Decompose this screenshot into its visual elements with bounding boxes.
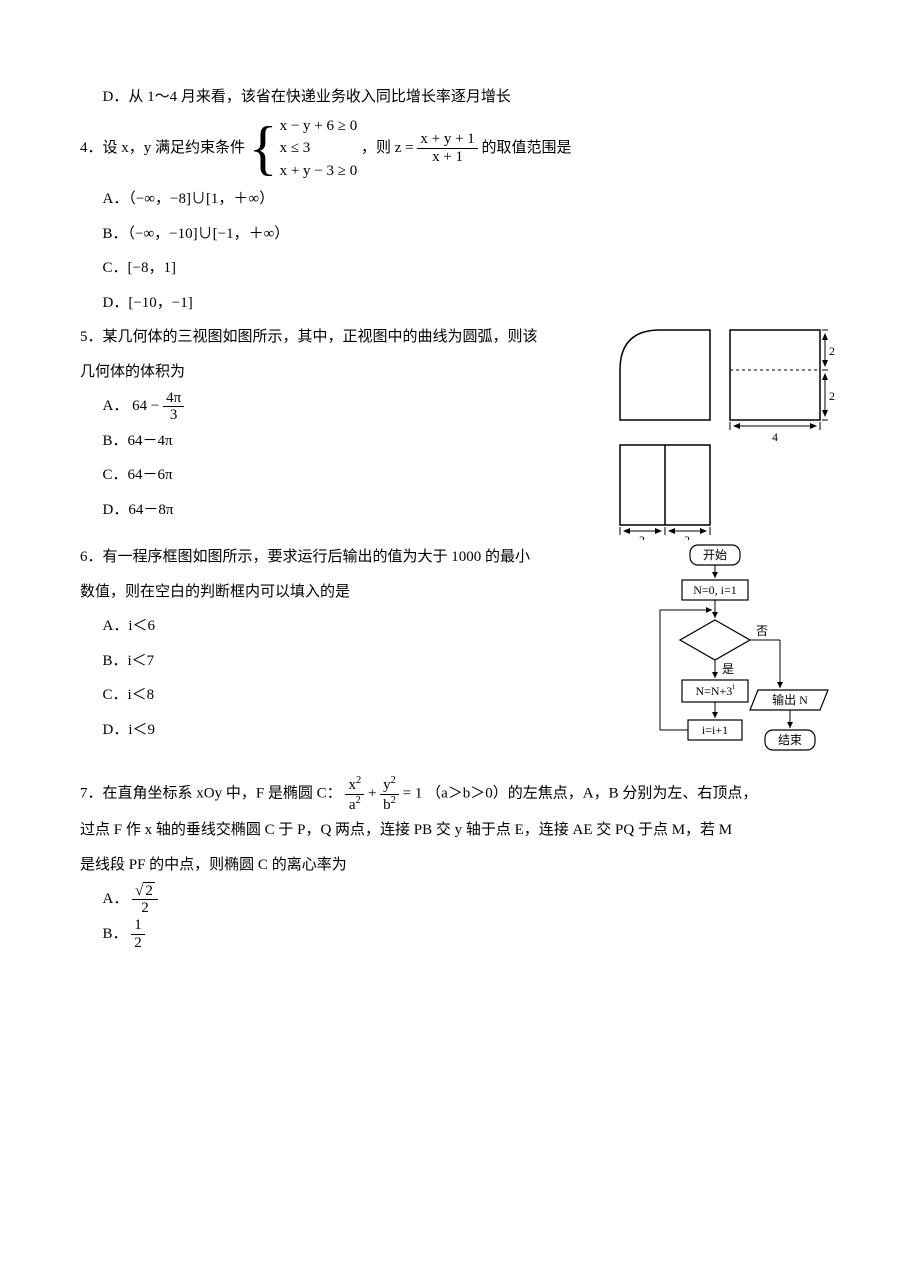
q4-sys2: x ≤ 3: [280, 140, 311, 156]
q7-a-pre: A．: [103, 891, 129, 907]
q7-stem-pre: 7．在直角坐标系 xOy 中，F 是椭圆 C：: [80, 785, 342, 801]
q4-option-a: A．（−∞，−8]∪[1，＋∞）: [80, 182, 840, 217]
q6-option-d: D．i＜9: [80, 713, 630, 748]
flowchart-svg: 开始 N=0, i=1 是 否 N=N+3i i=i+1: [640, 540, 840, 775]
q7-t2-num: y: [383, 777, 391, 793]
dim-2-left: 2: [639, 533, 645, 540]
q7-t2-den: b: [383, 797, 391, 813]
q4-sys3: x + y − 3 ≥ 0: [280, 163, 358, 179]
dim-2-right: 2: [684, 533, 690, 540]
q7-option-a: A． 2 2: [80, 882, 840, 917]
dim-4: 4: [772, 430, 778, 444]
q5-three-view-figure: 2 2 4: [610, 320, 840, 540]
q4-z-frac: x + y + 1 x + 1: [417, 131, 477, 165]
q7-b-pre: B．: [103, 926, 128, 942]
q7-t1-num: x: [348, 777, 356, 793]
flow-step1: N=N+3i: [695, 682, 735, 698]
flow-start: 开始: [703, 548, 727, 562]
q6-option-a: A．i＜6: [80, 609, 630, 644]
q7-a-den: 2: [132, 900, 158, 917]
q7-a-frac: 2 2: [132, 883, 158, 917]
q7-plus: +: [368, 785, 380, 801]
flow-end: 结束: [778, 733, 802, 747]
q6-option-c: C．i＜8: [80, 678, 630, 713]
flow-output: 输出 N: [772, 692, 808, 707]
dim-2-upper: 2: [829, 344, 835, 358]
q5-a-frac: 4π 3: [163, 390, 184, 424]
q5-a-main: 64 −: [132, 398, 163, 414]
q4-z-num: x + y + 1: [417, 131, 477, 149]
q5-a-num: 4π: [163, 390, 184, 408]
q7-option-b: B． 1 2: [80, 917, 840, 952]
q4-option-d: D．[−10，−1]: [80, 286, 840, 321]
q4-sys1: x − y + 6 ≥ 0: [280, 118, 358, 134]
q7-a-sqrt: 2: [143, 882, 155, 899]
q4-stem-pre: 4．设 x，y 满足约束条件: [80, 140, 245, 156]
q7-cond: （a＞b＞0）的左焦点，A，B 分别为左、右顶点，: [426, 785, 757, 801]
q7-stem-line3: 是线段 PF 的中点，则椭圆 C 的离心率为: [80, 848, 840, 883]
flow-step2: i=i+1: [702, 723, 728, 737]
q7-eq: = 1: [403, 785, 423, 801]
q4-option-c: C．[−8，1]: [80, 251, 840, 286]
q5-stem-line2: 几何体的体积为: [80, 355, 600, 390]
q4-option-b: B．（−∞，−10]∪[−1，＋∞）: [80, 217, 840, 252]
three-views-svg: 2 2 4: [610, 320, 840, 540]
q4-constraint-system: { x − y + 6 ≥ 0 x ≤ 3 x + y − 3 ≥ 0: [249, 115, 357, 183]
q7-term2: y2 b2: [380, 775, 399, 813]
q4-stem-post: 的取值范围是: [482, 140, 572, 156]
q6-stem-line1: 6．有一程序框图如图所示，要求运行后输出的值为大于 1000 的最小: [80, 540, 630, 575]
q5-option-c: C．64－6π: [80, 458, 600, 493]
q5-a-pre: A．: [103, 398, 129, 414]
q6-stem-line2: 数值，则在空白的判断框内可以填入的是: [80, 575, 630, 610]
q7-stem-line2: 过点 F 作 x 轴的垂线交椭圆 C 于 P，Q 两点，连接 PB 交 y 轴于…: [80, 813, 840, 848]
q7-stem-line1: 7．在直角坐标系 xOy 中，F 是椭圆 C： x2 a2 + y2 b2 = …: [80, 775, 840, 813]
q4-z-den: x + 1: [417, 149, 477, 166]
q7-b-num: 1: [131, 917, 145, 935]
flow-no: 否: [756, 624, 768, 638]
flow-init: N=0, i=1: [693, 583, 737, 597]
q6-flowchart-figure: 开始 N=0, i=1 是 否 N=N+3i i=i+1: [640, 540, 840, 775]
dim-2-lower: 2: [829, 389, 835, 403]
q4-stem-mid: ，则: [361, 140, 391, 156]
q7-b-frac: 1 2: [131, 917, 145, 951]
prev-option-d: D．从 1～4 月来看，该省在快递业务收入同比增长率逐月增长: [80, 80, 840, 115]
q5-stem-line1: 5．某几何体的三视图如图所示，其中，正视图中的曲线为圆弧，则该: [80, 320, 600, 355]
q7-t1-den: a: [349, 797, 356, 813]
q5-option-d: D．64－8π: [80, 493, 600, 528]
flow-yes: 是: [722, 662, 734, 676]
q5-a-den: 3: [163, 407, 184, 424]
q4-z-lhs: z =: [395, 140, 418, 156]
q6-option-b: B．i＜7: [80, 644, 630, 679]
q7-b-den: 2: [131, 935, 145, 952]
q5-option-a: A． 64 − 4π 3: [80, 389, 600, 424]
q7-term1: x2 a2: [345, 775, 364, 813]
q4-stem: 4．设 x，y 满足约束条件 { x − y + 6 ≥ 0 x ≤ 3 x +…: [80, 115, 840, 183]
q5-option-b: B．64－4π: [80, 424, 600, 459]
